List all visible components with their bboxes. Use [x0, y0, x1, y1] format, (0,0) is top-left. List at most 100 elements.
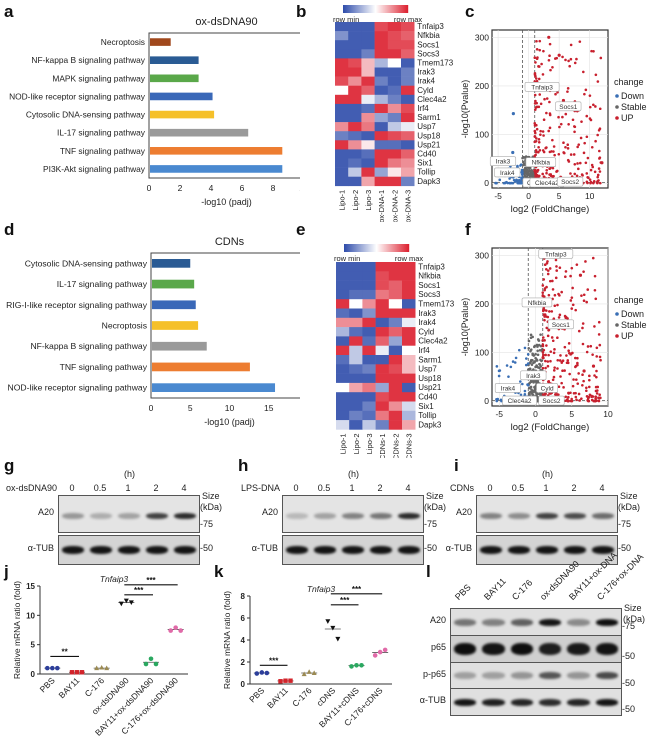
data-point [535, 57, 539, 61]
time-unit-label: (h) [542, 469, 553, 479]
data-point [533, 345, 536, 349]
data-point [598, 156, 602, 159]
data-point [561, 55, 564, 59]
western-blot-g: (h) ox-dsDNA90 0 0.5 1 2 4 Size (kDa) A20 -75 α-TUB… [0, 455, 225, 570]
data-point [55, 665, 60, 671]
data-point [539, 333, 542, 336]
data-point [599, 358, 602, 362]
size-unit-label: (kDa) [424, 502, 446, 512]
heatmap-cell [361, 22, 375, 32]
data-point [538, 39, 542, 43]
bar [150, 92, 213, 101]
legend-label: Down [621, 91, 644, 101]
data-point [558, 359, 562, 362]
heatmap-cell [348, 22, 362, 32]
data-point [571, 384, 575, 388]
legend-marker [615, 334, 619, 338]
protein-band [118, 546, 140, 554]
data-point [567, 349, 570, 353]
blot-strip [58, 495, 200, 533]
heatmap-cell [349, 327, 363, 337]
protein-band [482, 643, 505, 655]
data-point [575, 57, 578, 61]
data-point [523, 389, 527, 393]
heatmap-cell [361, 103, 375, 114]
data-point [576, 145, 579, 149]
data-point [557, 385, 561, 389]
heatmap-cell [361, 167, 375, 177]
heatmap-cell [402, 420, 416, 430]
heatmap-cell [374, 49, 389, 59]
category-label: NF-kappa B signaling pathway [31, 55, 145, 65]
data-point [497, 369, 501, 373]
heatmap-cell [387, 58, 402, 68]
heatmap-cell [388, 271, 403, 281]
data-point [541, 284, 545, 287]
heatmap-cell [348, 40, 362, 50]
data-point [573, 356, 577, 360]
data-point [569, 274, 572, 278]
data-point [569, 43, 573, 47]
data-point [586, 175, 589, 179]
protein-band [510, 672, 533, 679]
data-point [531, 170, 534, 174]
data-point [525, 172, 529, 176]
gene-label: Nfkbia [532, 160, 551, 167]
data-point [593, 170, 597, 174]
category-label: PI3K-Akt signaling pathway [43, 164, 146, 174]
heatmap-cell [348, 149, 362, 159]
x-tick-label: 10 [603, 409, 613, 419]
heatmap-cell [375, 308, 390, 319]
data-point [581, 383, 584, 387]
y-tick-label: 200 [475, 299, 489, 309]
timepoint-label: 2 [153, 483, 159, 493]
protein-band [62, 546, 84, 554]
heatmap-cell [336, 327, 350, 337]
data-point [530, 388, 533, 391]
data-point [542, 134, 545, 137]
row-label: Socs3 [417, 49, 440, 58]
data-point [582, 270, 585, 273]
protein-band [146, 546, 168, 554]
gene-label: Nfkbia [528, 300, 547, 307]
heatmap-cell [374, 140, 389, 150]
heatmap-cell [387, 22, 402, 32]
significance-label: *** [269, 656, 279, 665]
data-point [533, 169, 537, 172]
data-point [533, 122, 537, 125]
chart-title: CDNs [215, 236, 245, 248]
data-point [570, 307, 574, 310]
heatmap-cell [348, 167, 362, 177]
heatmap-cell [374, 158, 389, 168]
significance-label: *** [352, 585, 362, 594]
data-point [586, 345, 590, 348]
heatmap-cell [388, 364, 403, 374]
data-point [532, 173, 535, 177]
data-point [542, 118, 546, 122]
heatmap-cell [361, 94, 375, 105]
heatmap-cell [348, 140, 362, 150]
data-point [574, 395, 578, 399]
data-point [505, 180, 508, 184]
data-point [553, 366, 556, 369]
heatmap-cell [349, 308, 363, 319]
heatmap-cell [387, 131, 402, 141]
data-point [560, 381, 563, 385]
heatmap-cell [362, 401, 376, 412]
data-point [537, 77, 541, 81]
heatmap-cell [362, 364, 376, 374]
x-tick-label: 2 [178, 183, 183, 193]
heatmap-cell [375, 410, 390, 421]
chart-title: Tnfaip3 [307, 584, 336, 594]
heatmap-cell [402, 280, 416, 291]
y-tick-label: 2 [241, 658, 246, 667]
data-point [527, 339, 531, 343]
protein-band [592, 513, 614, 519]
data-point [254, 671, 260, 676]
heatmap-cell [336, 289, 350, 300]
category-label: C-176 [290, 685, 314, 709]
x-tick-label: 5 [557, 191, 562, 201]
data-point [554, 276, 558, 280]
data-point [523, 168, 526, 171]
protein-band [595, 643, 618, 655]
